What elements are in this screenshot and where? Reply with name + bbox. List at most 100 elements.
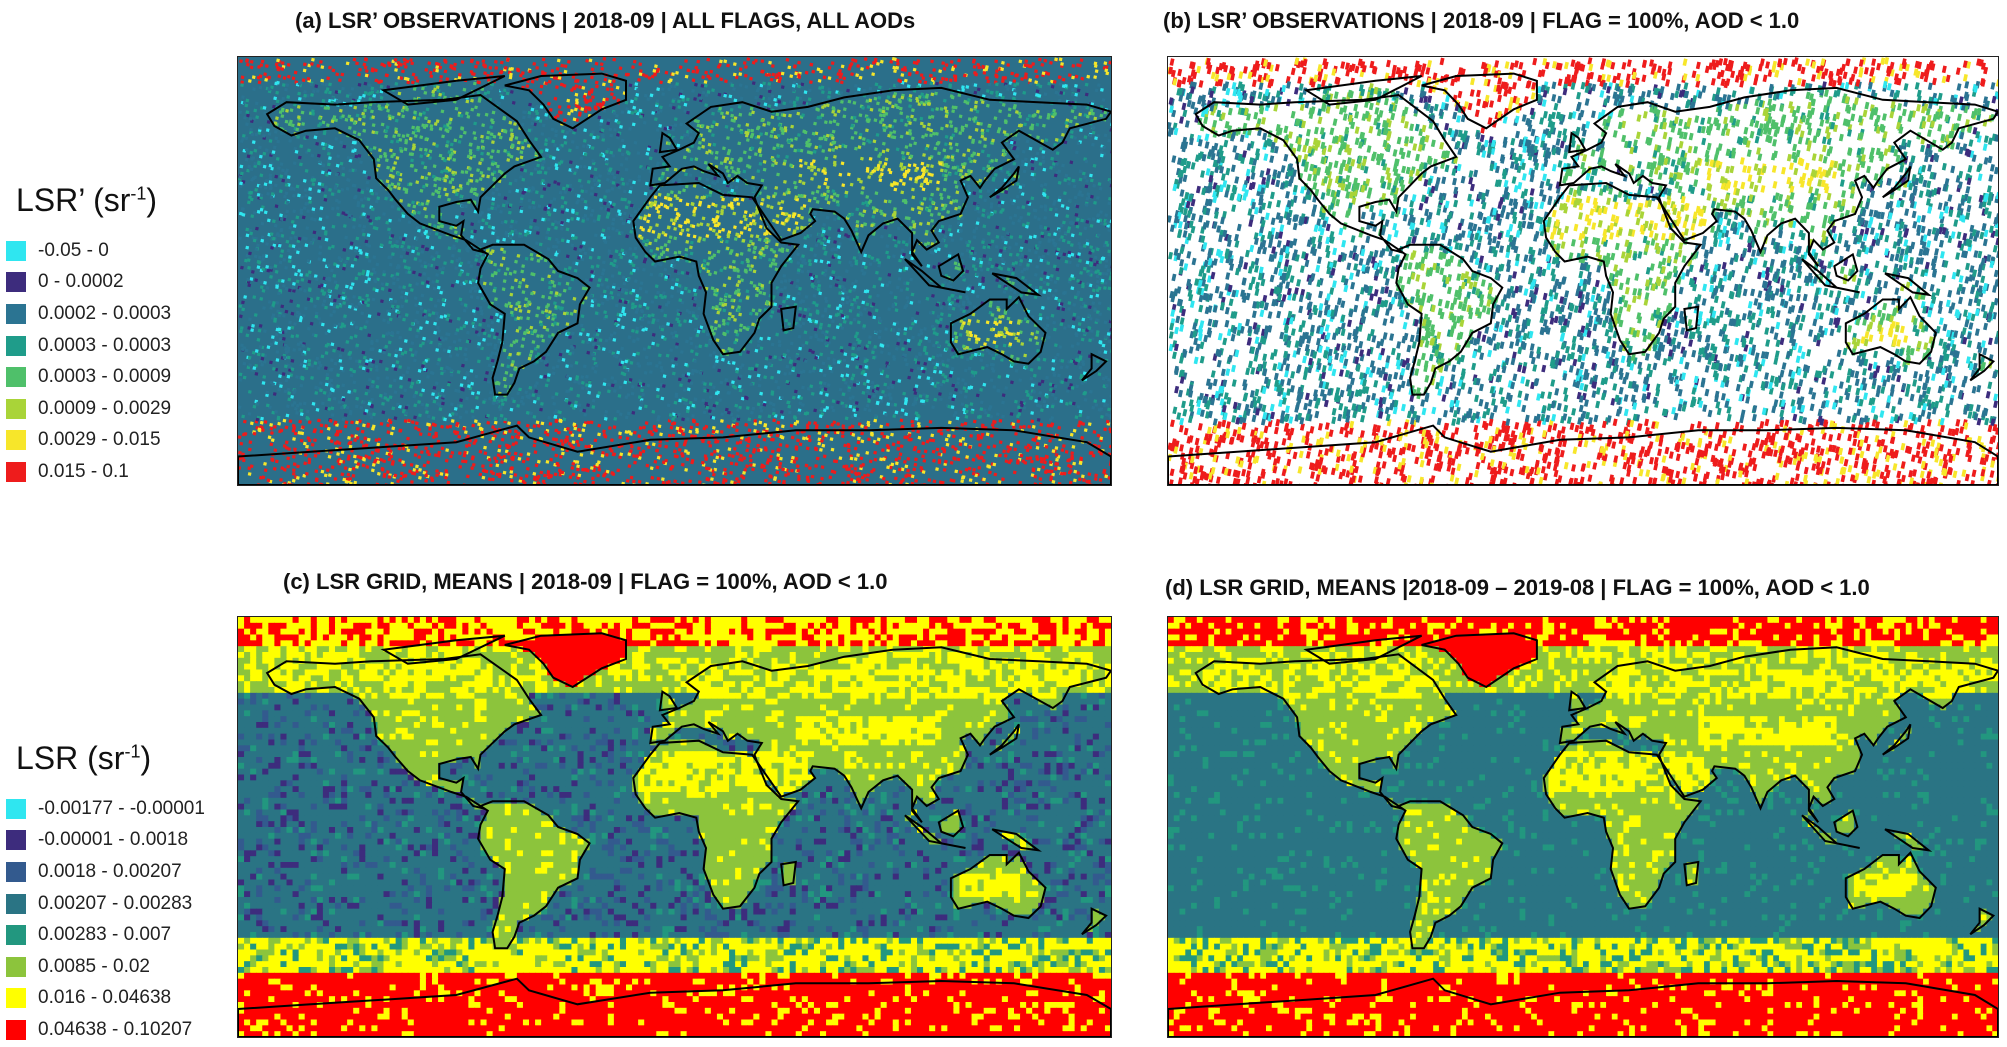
coastline-africa [1542,181,1703,356]
map-canvas [238,617,1111,1037]
coastline-antarctica [1168,424,1998,485]
legend-lsr: LSR (sr-1) -0.00177 - -0.00001 -0.00001 -… [6,740,205,1046]
panel-title-d: (d) LSR GRID, MEANS |2018-09 – 2019-08 |… [1165,575,1870,601]
coastline-arcticIslands [380,75,506,106]
coastline-eurasia [1558,646,1998,823]
coastline-arcticIslands [1303,75,1423,106]
map-panel-d [1167,616,1999,1038]
coastline-africa [632,181,801,356]
coastline-africa [632,739,801,910]
legend-item: 0.04638 - 0.10207 [6,1014,205,1046]
coastline-northAmerica [1194,93,1458,254]
legend-swatch [6,367,26,388]
map-canvas [238,57,1111,485]
map-panel-b [1167,56,1999,486]
panel-title-a: (a) LSR’ OBSERVATIONS | 2018-09 | ALL FL… [295,8,915,34]
coastline-southAmerica [477,800,591,950]
coastline-eurasia [649,86,1111,267]
legend-label: 0.0002 - 0.0003 [38,303,171,325]
legend-swatch [6,893,26,914]
coastline-antarctica [1168,977,1998,1037]
coastline-uk [1568,689,1587,712]
coastline-antarctica [238,977,1111,1037]
legend-swatch [6,272,26,293]
coastline-southAmerica [1395,800,1504,950]
legend-swatch [6,240,26,261]
coastline-eurasia [1558,86,1998,267]
coastline-japan [1882,723,1912,756]
legend-title: LSR’ (sr-1) [16,182,171,219]
coastline-newguinea [1884,272,1933,297]
legend-title: LSR (sr-1) [16,740,205,777]
map-cells [1168,57,1998,485]
panel-title-c: (c) LSR GRID, MEANS | 2018-09 | FLAG = 1… [283,569,887,595]
coastline-greenland [504,632,627,689]
coastline-indonesia [904,814,966,849]
legend-label: 0.016 - 0.04638 [38,987,171,1009]
coastline-newzealand [1081,907,1108,936]
map-cells [238,617,1111,1037]
coastline-uk [658,131,679,154]
legend-swatch [6,430,26,451]
coastline-japan [1882,165,1912,199]
coastline-newzealand [1969,907,1996,936]
coastlines [238,632,1111,1037]
coastline-borneo [937,809,965,838]
coastline-arcticIslands [380,634,506,665]
legend-label: -0.00177 - -0.00001 [38,798,205,820]
legend-swatch [6,830,26,851]
legend-item: 0.0003 - 0.0003 [6,330,171,362]
legend-item: -0.00001 - 0.0018 [6,825,205,857]
legend-item: 0.0018 - 0.00207 [6,856,205,888]
coastline-indonesia [904,258,966,294]
coastline-uk [658,690,679,712]
coastline-newzealand [1969,352,1996,382]
coastline-australia [949,295,1047,365]
map-cells [1168,617,1998,1037]
coastline-northAmerica [265,93,543,254]
legend-item: 0.0002 - 0.0003 [6,298,171,330]
legend-item: 0.0009 - 0.0029 [6,393,171,425]
legend-item: 0.00283 - 0.007 [6,919,205,951]
legend-swatch [6,956,26,977]
legend-label: 0.0018 - 0.00207 [38,861,182,883]
legend-item: 0.0003 - 0.0009 [6,361,171,393]
coastline-madagascar [1683,860,1700,887]
legend-swatch [6,461,26,482]
coastline-northAmerica [1194,653,1458,811]
legend-item: 0.0029 - 0.015 [6,425,171,457]
coastline-newguinea [991,272,1042,297]
legend-swatch [6,398,26,419]
coastline-newzealand [1081,352,1108,382]
coastline-northAmerica [265,653,543,811]
coastlines [1168,632,1998,1037]
map-canvas [1168,617,1998,1037]
coastline-indonesia [1801,258,1860,294]
legend-item: 0.00207 - 0.00283 [6,888,205,920]
coastline-japan [989,165,1020,199]
legend-item: 0.015 - 0.1 [6,456,171,488]
coastline-greenland [1421,632,1538,689]
legend-item: 0.016 - 0.04638 [6,983,205,1015]
legend-swatch [6,925,26,946]
coastline-africa [1542,739,1703,910]
legend-swatch [6,303,26,324]
map-panel-a [237,56,1112,486]
coastline-madagascar [1683,305,1700,332]
coastline-antarctica [238,424,1111,485]
coastline-borneo [937,252,965,282]
legend-item: -0.05 - 0 [6,235,171,267]
map-panel-c [237,616,1112,1038]
legend-label: 0.04638 - 0.10207 [38,1019,192,1041]
coastline-newguinea [1884,828,1933,852]
legend-label: 0.0009 - 0.0029 [38,398,171,420]
map-cells [238,57,1111,485]
legend-label: -0.05 - 0 [38,240,109,262]
legend-label: 0.0085 - 0.02 [38,956,150,978]
coastlines [1168,72,1998,485]
coastline-australia [1844,851,1937,920]
legend-label: 0.0003 - 0.0003 [38,335,171,357]
legend-label: 0.0029 - 0.015 [38,429,161,451]
coastline-eurasia [649,646,1111,823]
legend-swatch [6,988,26,1009]
